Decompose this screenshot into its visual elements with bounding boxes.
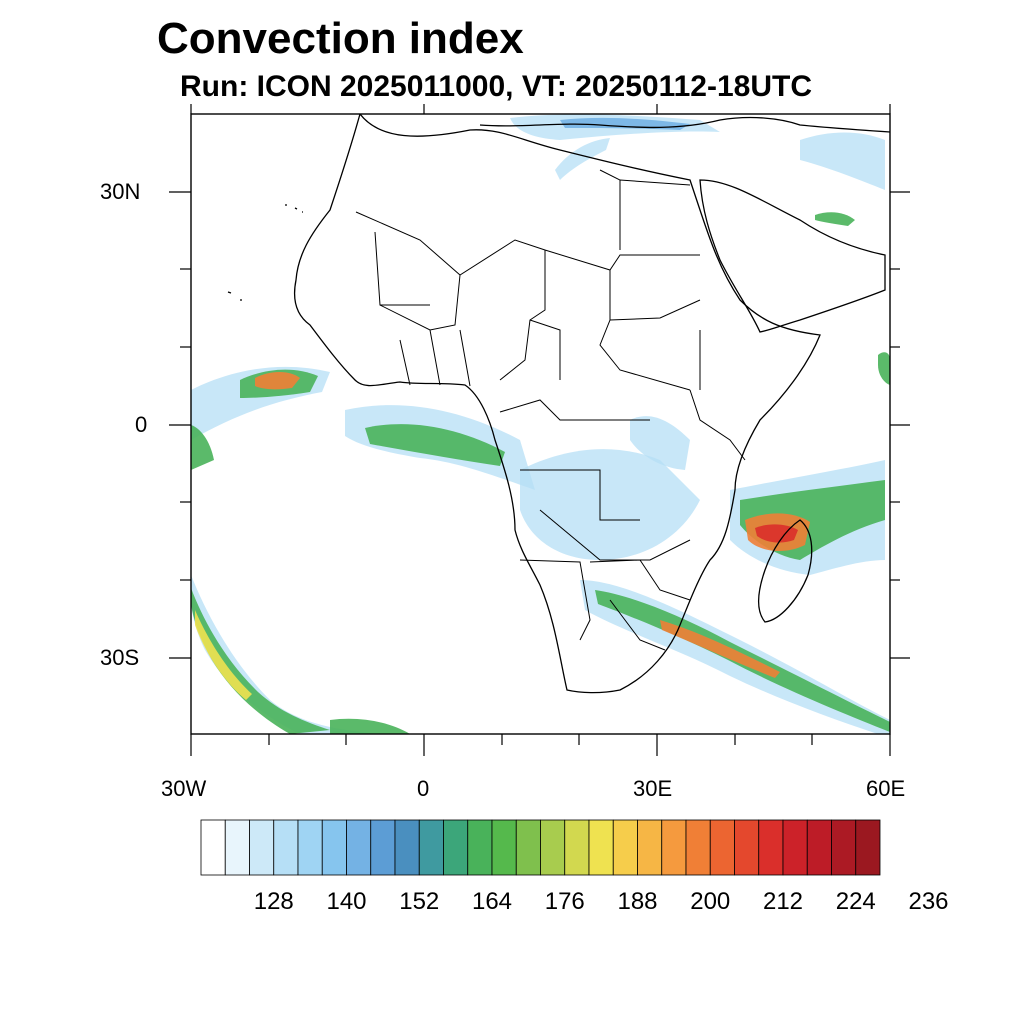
- colorbar-box-6: [346, 819, 372, 876]
- colorbar-label-224: 224: [835, 888, 876, 915]
- colorbar-box-25: [806, 819, 832, 876]
- congo-scatter: [520, 449, 700, 560]
- colorbar-box-0: [200, 819, 226, 876]
- colorbar-label-212: 212: [762, 888, 804, 915]
- south-atlantic-arc-bottom: [330, 718, 410, 734]
- lat-label-30n: 30N: [100, 179, 141, 204]
- colorbar-box-9: [418, 819, 444, 876]
- lon-label-0: 0: [417, 776, 430, 801]
- colorbar-box-3: [273, 819, 299, 876]
- mediterranean-coast: [479, 116, 890, 133]
- country-borders: [355, 169, 746, 651]
- madagascar-core-red: [755, 524, 798, 543]
- colorbar-label-176: 176: [544, 888, 585, 915]
- guinea-band-green: [365, 424, 505, 466]
- colorbar-box-12: [491, 819, 517, 876]
- colorbar-label-128: 128: [253, 888, 294, 915]
- africa-coastline: [293, 114, 821, 694]
- arabia-coastline: [699, 179, 886, 333]
- colorbar-box-27: [855, 819, 881, 876]
- colorbar-label-200: 200: [690, 888, 731, 915]
- colorbar-box-21: [709, 819, 735, 876]
- colorbar-box-8: [394, 819, 420, 876]
- arabia-band: [800, 132, 885, 190]
- colorbar-box-1: [224, 819, 250, 876]
- convection-field: [191, 114, 890, 734]
- colorbar-label-152: 152: [399, 888, 440, 915]
- lon-label-30e: 30E: [633, 776, 673, 801]
- lat-label-30s: 30S: [100, 645, 140, 670]
- colorbar-box-16: [588, 819, 614, 876]
- colorbar-box-7: [370, 819, 396, 876]
- colorbar-box-18: [637, 819, 663, 876]
- madagascar-coastline: [757, 519, 813, 623]
- south-atlantic-arc-yellow: [195, 610, 252, 700]
- south-diag-core: [660, 620, 780, 678]
- colorbar-box-23: [758, 819, 784, 876]
- canary-islands: [227, 204, 303, 301]
- map-title: Convection index: [157, 14, 524, 63]
- east-edge-cell: [878, 352, 890, 385]
- colorbar-box-14: [540, 819, 566, 876]
- gulf-band: [815, 212, 855, 226]
- colorbar-label-236: 236: [908, 888, 949, 915]
- atlantic-north-cell-core: [255, 372, 300, 390]
- plot-frame: [190, 113, 891, 735]
- colorbar-label-188: 188: [617, 888, 658, 915]
- equatorial-west: [191, 425, 214, 470]
- axis-ticks: [169, 104, 910, 756]
- lat-label-0: 0: [135, 412, 148, 437]
- colorbar-box-10: [443, 819, 469, 876]
- map-subtitle: Run: ICON 2025011000, VT: 20250112-18UTC: [180, 70, 813, 103]
- south-atlantic-arc-green: [191, 588, 330, 734]
- north-band: [555, 138, 610, 180]
- colorbar-box-11: [467, 819, 493, 876]
- colorbar-box-19: [661, 819, 687, 876]
- coastlines: [227, 114, 890, 694]
- colorbar-box-4: [297, 819, 323, 876]
- colorbar-box-2: [249, 819, 275, 876]
- colorbar-box-20: [685, 819, 711, 876]
- east-africa-scatter: [630, 416, 690, 470]
- lon-label-60e: 60E: [866, 776, 906, 801]
- colorbar-label-140: 140: [326, 888, 367, 915]
- colorbar-label-164: 164: [471, 888, 513, 915]
- colorbar-box-17: [612, 819, 638, 876]
- colorbar-box-5: [321, 819, 347, 876]
- colorbar-box-15: [564, 819, 590, 876]
- colorbar-box-24: [782, 819, 808, 876]
- south-atlantic-arc: [191, 575, 380, 734]
- colorbar-box-22: [734, 819, 760, 876]
- colorbar: [200, 819, 881, 876]
- colorbar-box-13: [515, 819, 541, 876]
- colorbar-box-26: [831, 819, 857, 876]
- lon-label-30w: 30W: [161, 776, 207, 801]
